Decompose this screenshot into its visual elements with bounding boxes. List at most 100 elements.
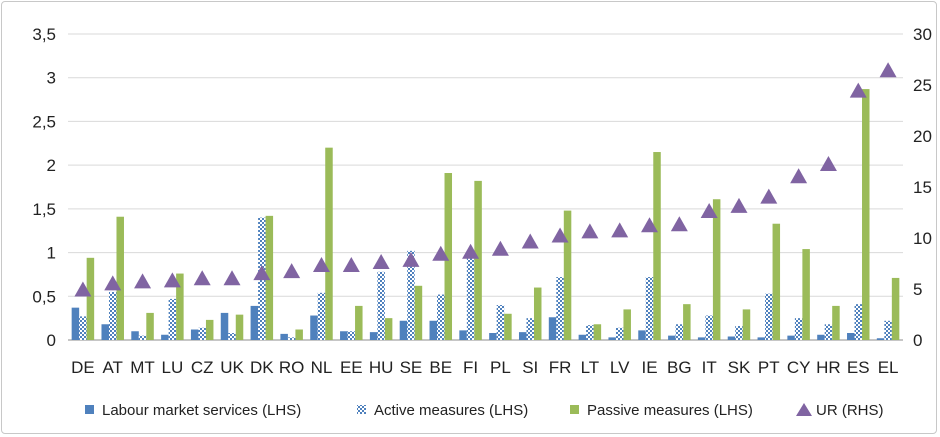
bar xyxy=(228,333,236,340)
ur-marker xyxy=(223,270,241,286)
bar xyxy=(101,324,109,340)
bar xyxy=(176,273,184,340)
ur-marker xyxy=(491,240,509,256)
bar xyxy=(712,199,721,340)
x-tick-label: AT xyxy=(102,358,122,377)
ur-marker xyxy=(670,216,688,232)
ur-marker xyxy=(372,253,390,269)
bar xyxy=(832,305,840,340)
bar xyxy=(854,304,863,340)
bar xyxy=(705,315,713,340)
x-tick-label: HR xyxy=(816,358,841,377)
x-tick-label: DE xyxy=(71,358,95,377)
bar xyxy=(504,313,512,340)
ur-marker xyxy=(819,156,837,172)
x-tick-label: PT xyxy=(758,358,780,377)
ur-marker xyxy=(193,270,211,286)
x-tick-label: MT xyxy=(130,358,155,377)
bar xyxy=(556,277,564,340)
bar xyxy=(697,337,706,340)
bar xyxy=(86,257,95,340)
x-tick-label: CY xyxy=(787,358,811,377)
bar xyxy=(190,329,199,340)
bar xyxy=(355,305,363,340)
ur-marker xyxy=(312,257,330,273)
bar xyxy=(802,249,810,340)
bar xyxy=(71,307,80,340)
bar xyxy=(608,337,616,340)
ur-marker xyxy=(104,275,122,291)
y-left-tick-label: 3 xyxy=(47,69,56,88)
bar xyxy=(146,312,154,340)
bar xyxy=(518,332,527,340)
x-tick-label: FI xyxy=(463,358,478,377)
y-right-tick-label: 5 xyxy=(913,280,922,299)
bar xyxy=(399,320,408,340)
y-left-tick-label: 2 xyxy=(47,156,56,175)
legend-label: UR (RHS) xyxy=(816,402,884,419)
x-tick-label: IT xyxy=(702,358,717,377)
bar xyxy=(862,89,870,340)
x-tick-label: EL xyxy=(878,358,899,377)
x-tick-label: BE xyxy=(429,358,452,377)
ur-marker xyxy=(760,188,778,204)
bar xyxy=(638,330,646,340)
bar xyxy=(876,338,885,340)
bar xyxy=(131,331,139,340)
x-tick-label: FR xyxy=(549,358,572,377)
bar xyxy=(138,335,147,340)
ur-marker xyxy=(730,197,748,213)
bar xyxy=(384,318,393,340)
bar xyxy=(287,337,296,340)
y-right-tick-label: 0 xyxy=(913,331,922,350)
axes: 0 0,5 1 1,5 2 2,5 3 3,5 0 5 10 15 20 25 30 DE AT MT LU CZ UK… xyxy=(32,25,932,377)
y-right-tick-label: 25 xyxy=(913,76,932,95)
ur-marker xyxy=(521,233,539,249)
bar xyxy=(563,210,572,340)
x-tick-label: LV xyxy=(610,358,630,377)
bar xyxy=(489,333,497,340)
bar xyxy=(735,326,743,340)
bar xyxy=(623,309,631,340)
x-tick-label: BG xyxy=(667,358,692,377)
bar xyxy=(787,335,795,340)
bar xyxy=(429,320,438,340)
legend-swatch xyxy=(85,405,94,414)
bar xyxy=(578,334,587,340)
bar xyxy=(347,331,356,340)
legend: Labour market services (LHS) Active measu… xyxy=(85,402,884,419)
x-tick-label: IE xyxy=(641,358,657,377)
ur-marker xyxy=(879,62,897,78)
bar xyxy=(310,315,318,340)
x-tick-label: SK xyxy=(728,358,751,377)
ur-marker xyxy=(790,168,808,184)
x-tick-label: SE xyxy=(400,358,423,377)
ur-marker xyxy=(253,265,271,281)
y-right-tick-label: 10 xyxy=(913,229,932,248)
bar xyxy=(496,305,505,340)
ur-marker xyxy=(462,243,480,259)
bar xyxy=(645,277,654,340)
x-tick-label: EE xyxy=(340,358,363,377)
y-left-tick-label: 0 xyxy=(47,331,56,350)
x-tick-label: ES xyxy=(847,358,870,377)
bar xyxy=(891,277,900,340)
bar xyxy=(235,314,244,340)
legend-label: Passive measures (LHS) xyxy=(587,402,753,419)
x-tick-label: LU xyxy=(162,358,184,377)
y-left-tick-label: 1 xyxy=(47,244,56,263)
x-tick-label: HU xyxy=(369,358,394,377)
bar xyxy=(317,292,326,340)
y-right-tick-label: 20 xyxy=(913,127,932,146)
legend-label: Labour market services (LHS) xyxy=(102,402,301,419)
markers xyxy=(74,62,897,297)
x-tick-label: RO xyxy=(279,358,305,377)
bar xyxy=(437,294,445,340)
bar xyxy=(265,215,274,340)
ur-marker xyxy=(163,272,181,288)
bar xyxy=(79,316,87,340)
y-left-tick-label: 2,5 xyxy=(32,112,56,131)
bar xyxy=(108,291,117,340)
legend-swatch xyxy=(796,403,812,416)
bar xyxy=(757,337,766,340)
